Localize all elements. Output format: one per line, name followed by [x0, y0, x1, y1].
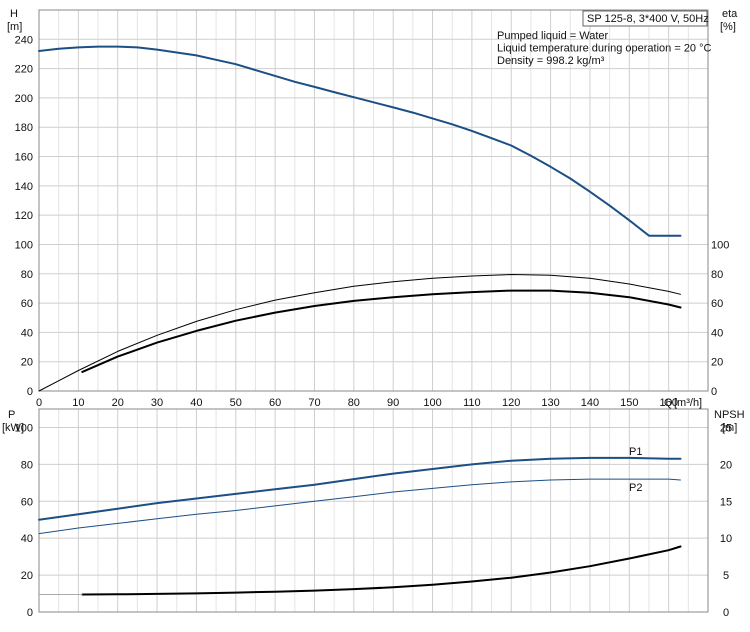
tick-label-h: 60	[21, 298, 33, 310]
tick-label-eta: 100	[711, 239, 729, 251]
tick-label-q: 150	[620, 397, 638, 409]
title-box	[582, 10, 708, 27]
series-line-efficiency-thin	[38, 274, 681, 392]
tick-label-eta: 80	[711, 269, 723, 281]
axis-label-p: P	[8, 409, 15, 421]
axis-label-npsh-unit: [m]	[722, 422, 737, 434]
tick-label-p: 80	[21, 459, 33, 471]
tick-label-q: 30	[151, 397, 163, 409]
axis-label-p-unit: [kW]	[2, 422, 24, 434]
axis-label-eta-unit: [%]	[720, 21, 736, 33]
tick-label-q: 20	[112, 397, 124, 409]
tick-label-q: 120	[502, 397, 520, 409]
tick-label-eta: 60	[711, 298, 723, 310]
tick-label-h: 220	[15, 64, 33, 76]
tick-label-eta: 40	[711, 327, 723, 339]
tick-label-q: 10	[72, 397, 84, 409]
tick-label-q: 0	[36, 397, 42, 409]
tick-label-p: 40	[21, 533, 33, 545]
tick-label-q: 60	[269, 397, 281, 409]
tick-label-q: 40	[190, 397, 202, 409]
annotation-line: Pumped liquid = Water	[497, 30, 609, 42]
axis-label-eta: eta	[722, 8, 738, 20]
tick-label-npsh: 0	[723, 607, 729, 619]
series-label-p2: P2	[629, 482, 642, 494]
tick-label-q: 130	[541, 397, 559, 409]
tick-label-h: 160	[15, 152, 33, 164]
series-line-p1	[38, 456, 682, 521]
tick-label-npsh: 10	[720, 533, 732, 545]
series-line-npsh	[81, 545, 682, 596]
axis-label-h: H	[10, 8, 18, 20]
tick-label-npsh: 5	[723, 570, 729, 582]
axis-label-q: Q	[664, 397, 673, 409]
tick-label-q: 100	[423, 397, 441, 409]
series-line-efficiency-thick	[81, 289, 682, 373]
chart-title: SP 125-8, 3*400 V, 50Hz	[587, 13, 709, 25]
tick-label-p: 20	[21, 570, 33, 582]
tick-label-eta: 0	[711, 386, 717, 398]
tick-label-npsh: 20	[720, 459, 732, 471]
tick-label-p: 0	[27, 607, 33, 619]
tick-label-q: 50	[230, 397, 242, 409]
tick-label-npsh: 15	[720, 496, 732, 508]
annotation-line: Liquid temperature during operation = 20…	[497, 43, 712, 55]
tick-label-h: 80	[21, 269, 33, 281]
tick-label-p: 60	[21, 496, 33, 508]
plot-frame-bottom	[38, 408, 709, 613]
tick-label-h: 180	[15, 122, 33, 134]
series-line-p2	[38, 478, 681, 535]
tick-label-h: 20	[21, 357, 33, 369]
annotation-line: Density = 998.2 kg/m³	[497, 55, 605, 67]
tick-label-h: 240	[15, 34, 33, 46]
series-line-head	[38, 45, 682, 237]
series-label-p1: P1	[629, 446, 642, 458]
tick-label-h: 100	[15, 239, 33, 251]
tick-label-q: 80	[348, 397, 360, 409]
tick-label-h: 120	[15, 210, 33, 222]
tick-label-q: 70	[308, 397, 320, 409]
axis-label-q-unit: [m³/h]	[674, 397, 702, 409]
tick-label-npsh: 25	[720, 422, 732, 434]
tick-label-h: 0	[27, 386, 33, 398]
axis-label-h-unit: [m]	[7, 21, 22, 33]
tick-label-h: 200	[15, 93, 33, 105]
tick-label-q: 110	[463, 397, 481, 409]
plot-frame-top	[38, 9, 709, 392]
tick-label-p: 100	[15, 422, 33, 434]
tick-label-q: 140	[581, 397, 599, 409]
tick-label-h: 40	[21, 327, 33, 339]
tick-label-eta: 20	[711, 357, 723, 369]
axis-label-npsh: NPSH	[714, 409, 745, 421]
tick-label-h: 140	[15, 181, 33, 193]
tick-label-q: 90	[387, 397, 399, 409]
tick-label-q: 160	[659, 397, 677, 409]
